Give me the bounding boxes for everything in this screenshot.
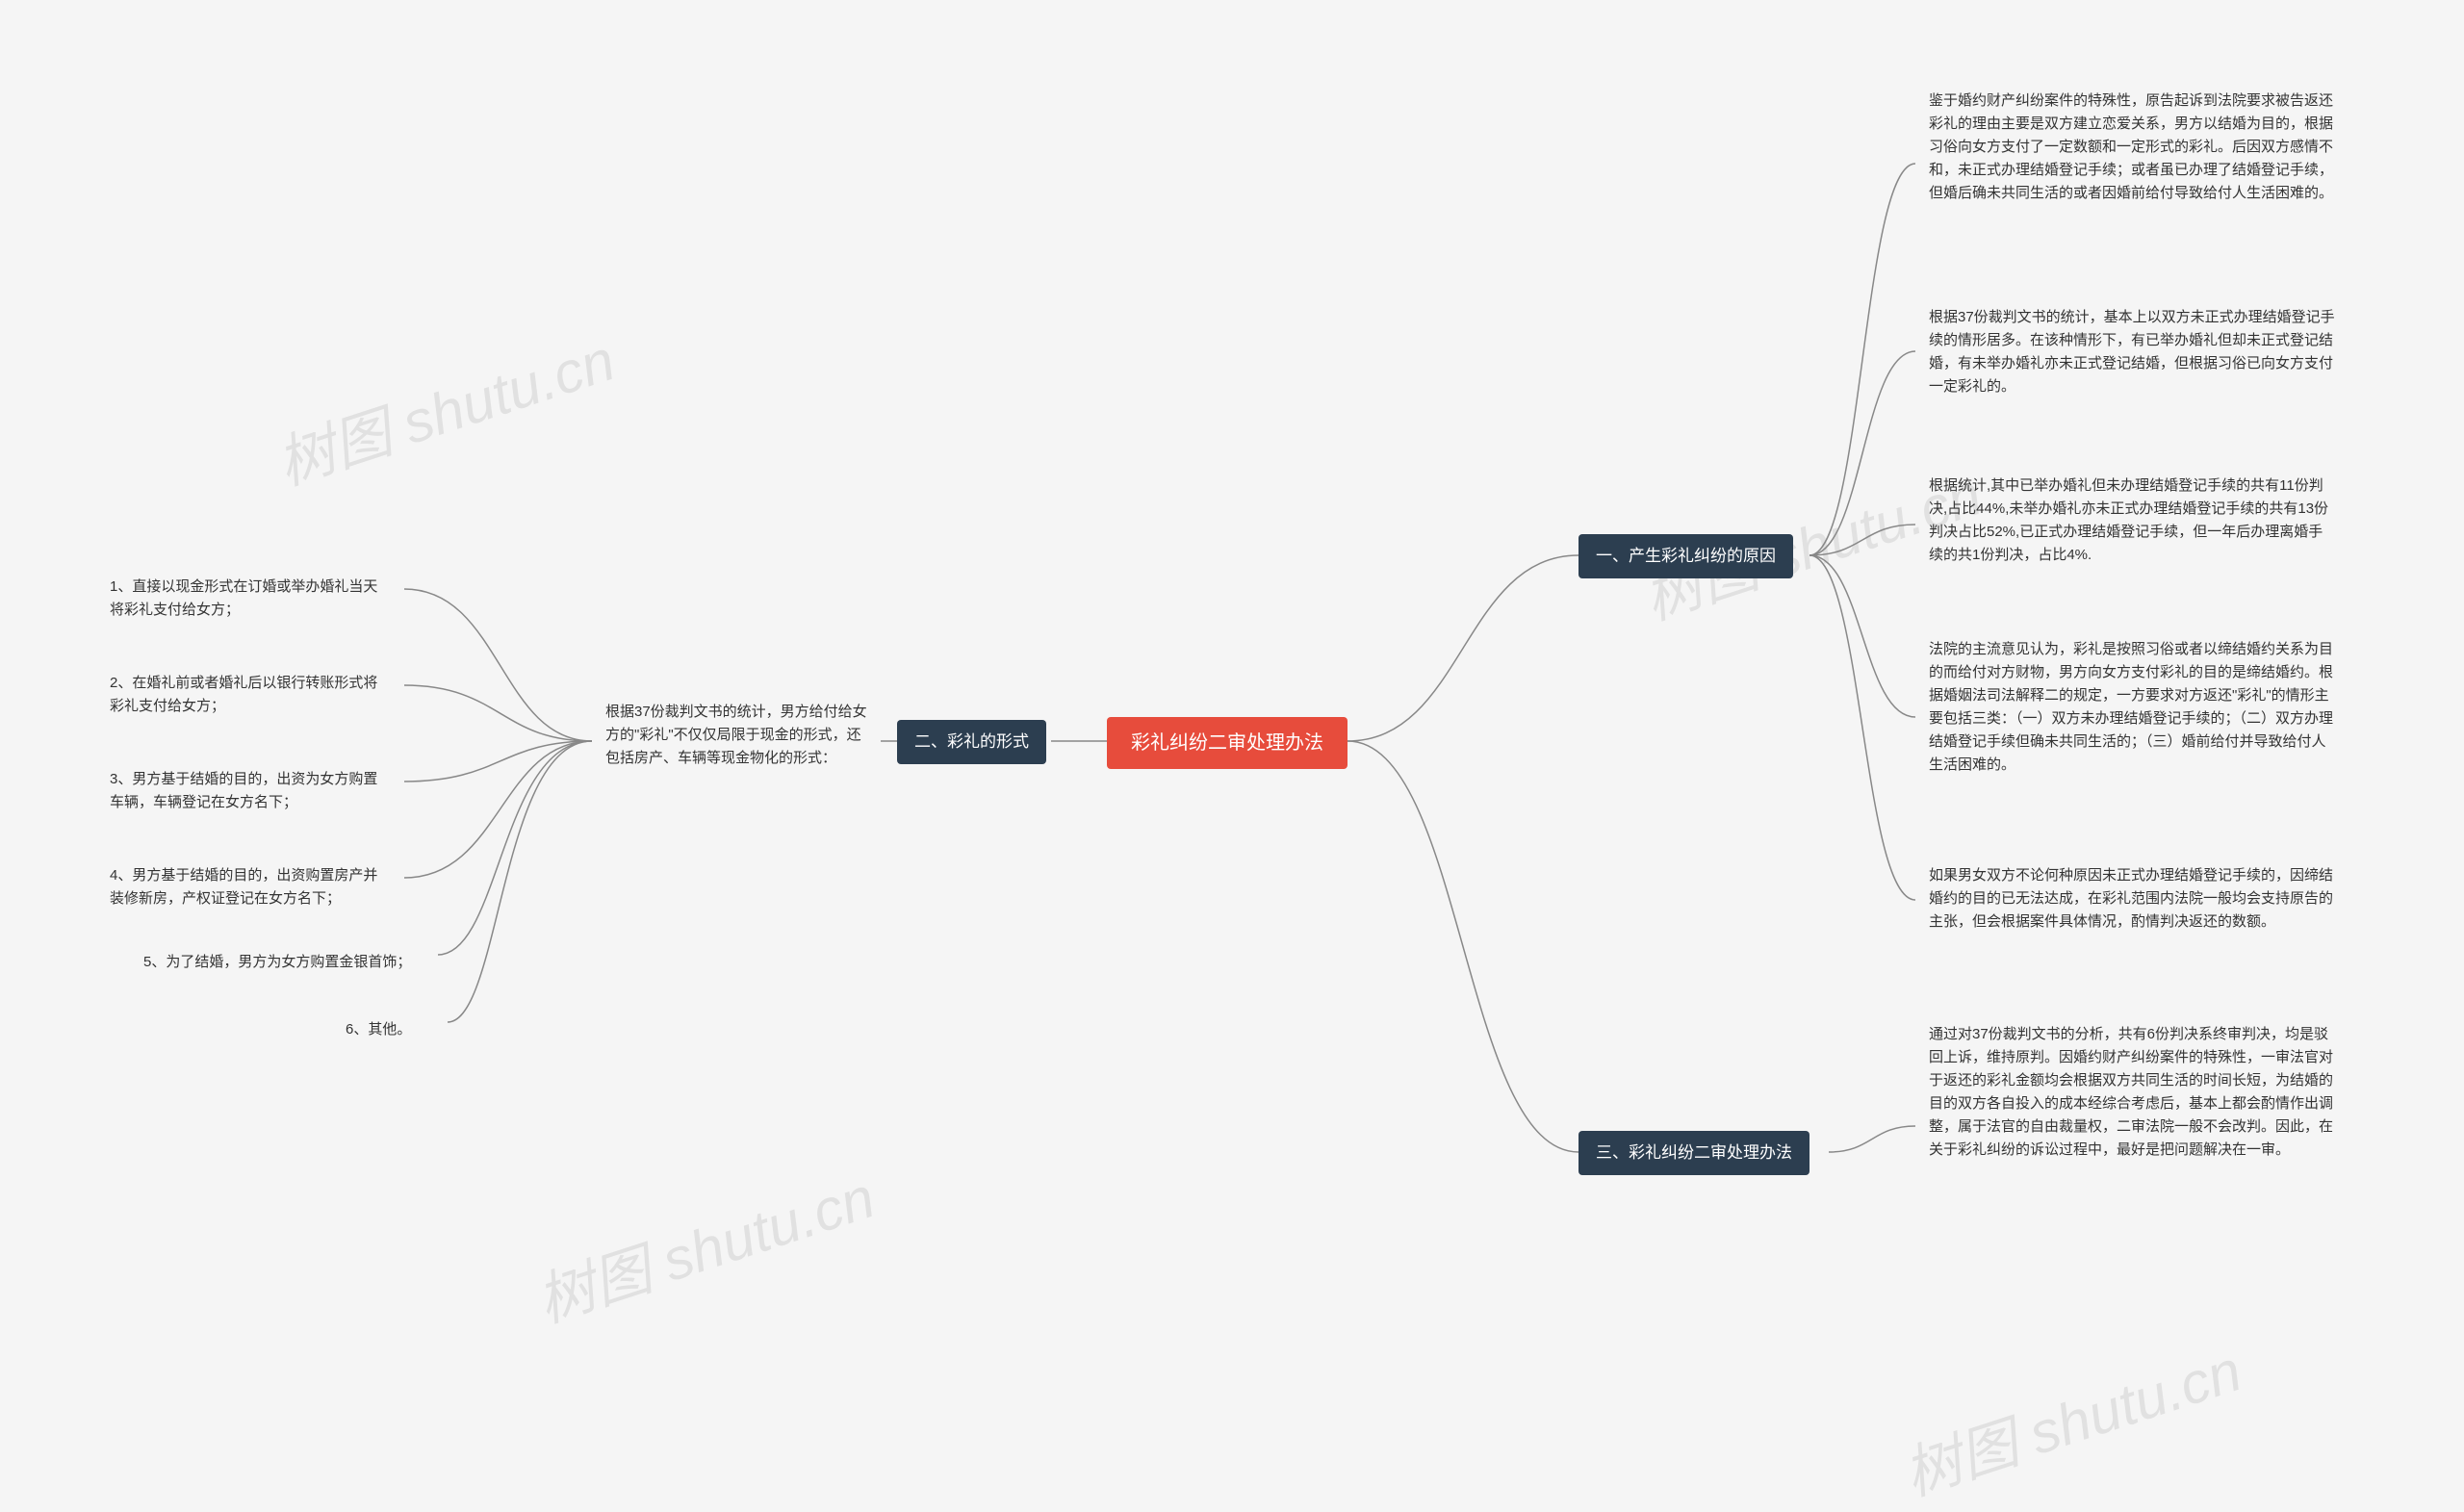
leaf-b2-1: 2、在婚礼前或者婚礼后以银行转账形式将彩礼支付给女方； [96, 664, 404, 726]
branch-forms: 二、彩礼的形式 [897, 720, 1046, 764]
leaf-b2-2: 3、男方基于结婚的目的，出资为女方购置车辆，车辆登记在女方名下； [96, 760, 404, 822]
branch-second-trial: 三、彩礼纠纷二审处理办法 [1578, 1131, 1810, 1175]
watermark: 树图 shutu.cn [525, 1151, 884, 1339]
leaf-b1-4: 如果男女双方不论何种原因未正式办理结婚登记手续的，因缔结婚约的目的已无法达成，在… [1915, 857, 2348, 941]
watermark: 树图 shutu.cn [265, 314, 624, 501]
leaf-b3-0: 通过对37份裁判文书的分析，共有6份判决系终审判决，均是驳回上诉，维持原判。因婚… [1915, 1015, 2348, 1169]
leaf-b2-5: 6、其他。 [332, 1011, 448, 1049]
leaf-b2-0: 1、直接以现金形式在订婚或举办婚礼当天将彩礼支付给女方； [96, 568, 404, 629]
leaf-b1-0: 鉴于婚约财产纠纷案件的特殊性，原告起诉到法院要求被告返还彩礼的理由主要是双方建立… [1915, 82, 2348, 213]
leaf-b2-3: 4、男方基于结婚的目的，出资购置房产并装修新房，产权证登记在女方名下； [96, 857, 404, 918]
watermark: 树图 shutu.cn [1891, 1324, 2250, 1512]
leaf-b1-1: 根据37份裁判文书的统计，基本上以双方未正式办理结婚登记手续的情形居多。在该种情… [1915, 298, 2348, 406]
leaf-b1-3: 法院的主流意见认为，彩礼是按照习俗或者以缔结婚约关系为目的而给付对方财物，男方向… [1915, 630, 2348, 784]
sub-b2: 根据37份裁判文书的统计，男方给付给女方的"彩礼"不仅仅局限于现金的形式，还包括… [592, 693, 881, 778]
root-node: 彩礼纠纷二审处理办法 [1107, 717, 1348, 769]
leaf-b1-2: 根据统计,其中已举办婚礼但未办理结婚登记手续的共有11份判决,占比44%,未举办… [1915, 467, 2348, 575]
leaf-b2-4: 5、为了结婚，男方为女方购置金银首饰； [130, 943, 438, 982]
branch-reasons: 一、产生彩礼纠纷的原因 [1578, 534, 1793, 578]
mindmap-canvas: 树图 shutu.cn 树图 shutu.cn 树图 shutu.cn 树图 s… [0, 0, 2464, 1442]
